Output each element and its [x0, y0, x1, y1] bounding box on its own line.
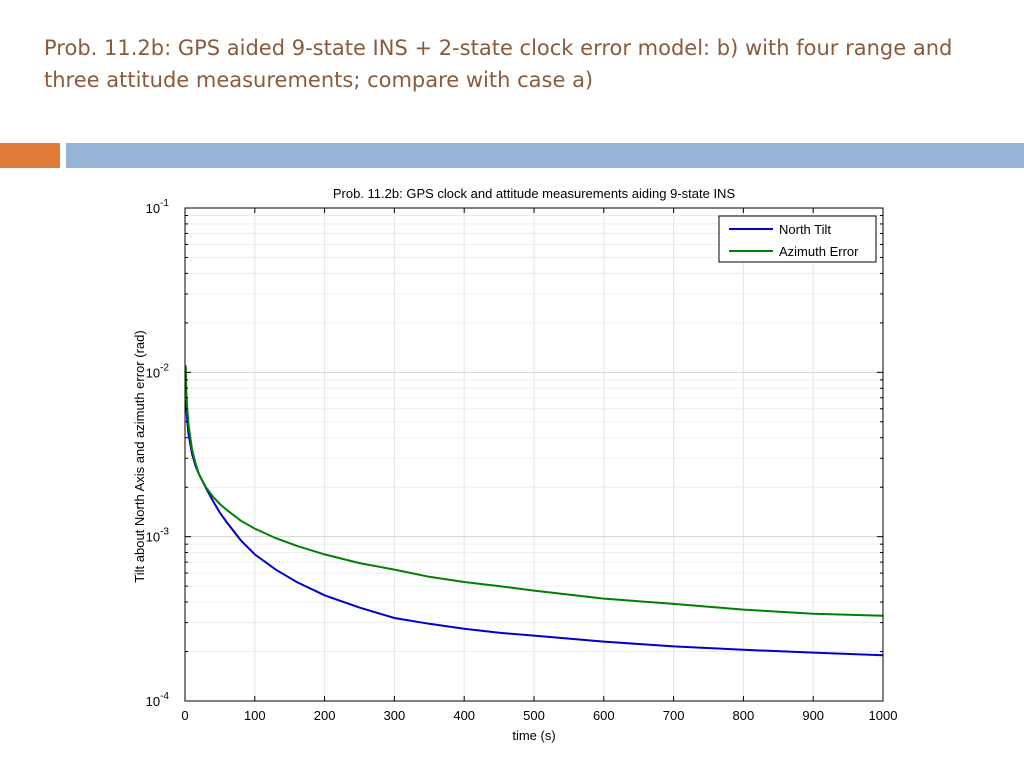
- x-tick-label: 900: [802, 708, 824, 723]
- x-tick-label: 0: [181, 708, 188, 723]
- y-tick-label: 10-2: [146, 362, 170, 380]
- x-tick-label: 400: [453, 708, 475, 723]
- ticks: 0 100 200 300 400 500 600 700 800 900 1000 10-1 10-2…: [146, 198, 898, 723]
- x-tick-label: 600: [593, 708, 615, 723]
- slide-title: Prob. 11.2b: GPS aided 9-state INS + 2-s…: [44, 36, 953, 92]
- legend-label-azimuth-error: Azimuth Error: [779, 244, 859, 259]
- x-tick-label: 700: [663, 708, 685, 723]
- x-axis-label: time (s): [512, 728, 555, 743]
- grid: [184, 208, 884, 702]
- legend-label-north-tilt: North Tilt: [779, 222, 831, 237]
- y-tick-label: 10-1: [146, 198, 170, 216]
- legend-box: [718, 215, 877, 263]
- accent-bar-orange: [0, 143, 60, 168]
- x-tick-label: 800: [733, 708, 755, 723]
- x-tick-label: 300: [384, 708, 406, 723]
- y-tick-label: 10-4: [146, 691, 170, 709]
- legend: North Tilt Azimuth Error: [718, 215, 877, 263]
- chart-title: Prob. 11.2b: GPS clock and attitude meas…: [333, 186, 736, 201]
- series-group: [184, 365, 884, 657]
- series-line-azimuth-error: [184, 365, 884, 617]
- accent-bar-blue: [66, 143, 1024, 168]
- y-axis-label: Tilt about North Axis and azimuth error …: [132, 330, 147, 582]
- x-tick-label: 500: [523, 708, 545, 723]
- y-tick-label: 10-3: [146, 527, 170, 545]
- x-tick-label: 1000: [869, 708, 898, 723]
- x-tick-label: 200: [314, 708, 336, 723]
- x-tick-label: 100: [244, 708, 266, 723]
